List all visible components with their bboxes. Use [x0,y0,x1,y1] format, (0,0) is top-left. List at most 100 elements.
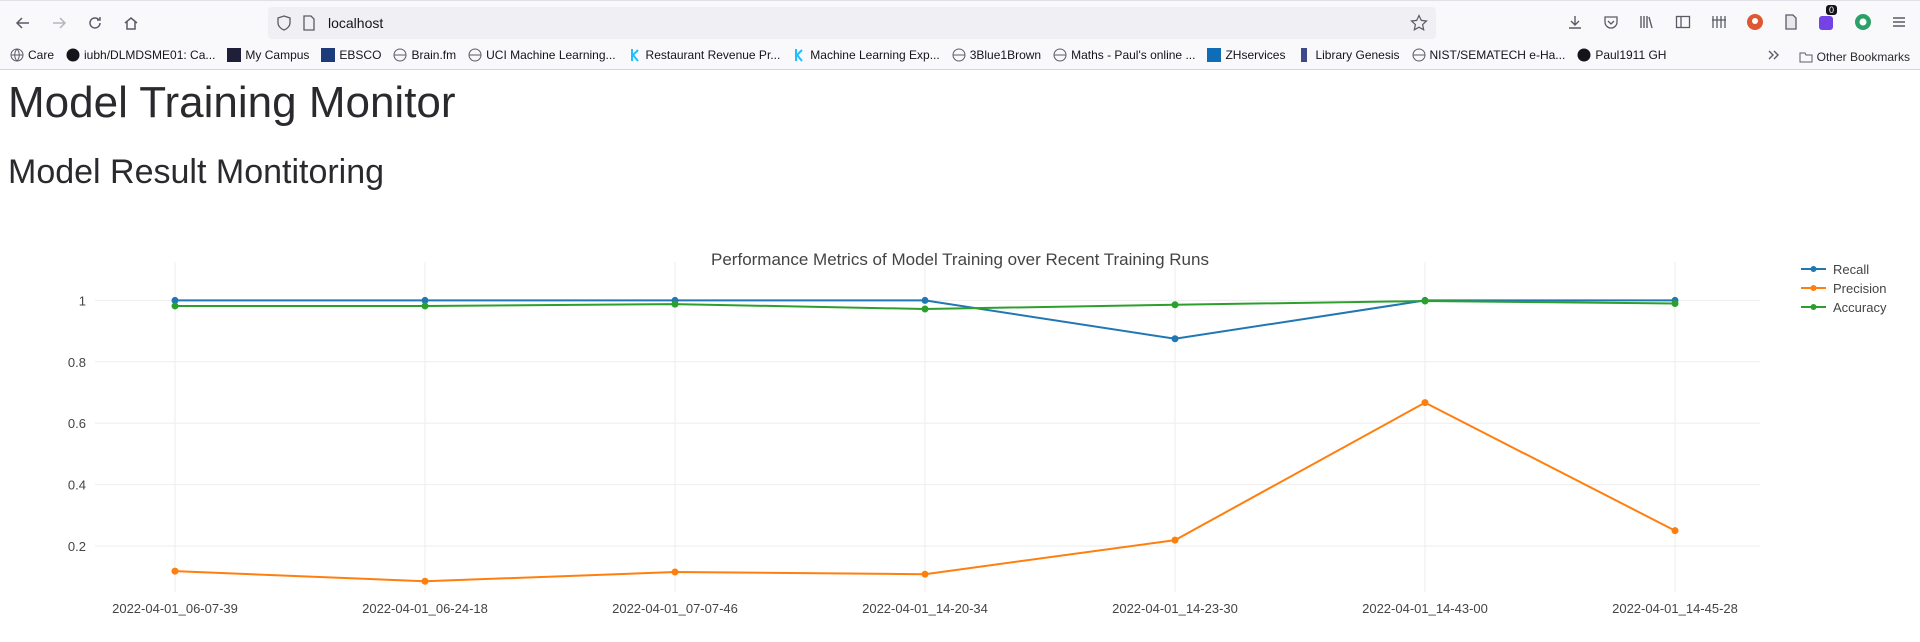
browser-toolbar: localhost 0 [0,0,1920,44]
chart-title: Performance Metrics of Model Training ov… [711,250,1209,269]
menu-icon[interactable] [1888,11,1910,33]
data-point-accuracy[interactable] [1671,299,1679,307]
bookmark-item[interactable]: EBSCO [321,48,381,62]
globe-icon [468,48,482,62]
library-icon[interactable] [1636,11,1658,33]
ebsco-icon [321,48,336,62]
sidebar-icon[interactable] [1672,11,1694,33]
x-tick-label: 2022-04-01_14-45-28 [1612,601,1738,616]
data-point-precision[interactable] [1421,399,1429,407]
libgen-icon [1297,48,1311,62]
data-point-recall[interactable] [171,296,179,304]
bookmark-item[interactable]: Maths - Paul's online ... [1053,48,1195,62]
duckduckgo-icon[interactable] [1744,11,1766,33]
github-icon [1577,48,1591,62]
chrome-sync-icon[interactable] [1852,11,1874,33]
y-tick-label: 0.2 [68,539,86,554]
x-tick-label: 2022-04-01_14-23-30 [1112,601,1238,616]
performance-chart: Performance Metrics of Model Training ov… [68,250,1887,616]
x-tick-label: 2022-04-01_06-07-39 [112,601,238,616]
bookmark-item[interactable]: NIST/SEMATECH e-Ha... [1412,48,1566,62]
github-icon [66,48,80,62]
data-point-precision[interactable] [171,567,179,575]
bookmark-label: Paul1911 GH [1595,48,1667,62]
shield-icon[interactable] [276,15,292,36]
bookmark-label: EBSCO [339,48,382,62]
bookmark-label: UCI Machine Learning... [486,48,616,62]
data-point-precision[interactable] [1671,527,1679,535]
more-bookmarks-icon[interactable] [1767,48,1781,65]
y-tick-label: 0.6 [68,416,86,431]
x-tick-label: 2022-04-01_14-43-00 [1362,601,1488,616]
download-icon[interactable] [1564,11,1586,33]
home-icon[interactable] [119,11,143,35]
bookmark-item[interactable]: Paul1911 GH [1577,48,1666,62]
x-tick-label: 2022-04-01_14-20-34 [862,601,988,616]
reload-icon[interactable] [83,11,107,35]
data-point-precision[interactable] [421,577,429,585]
data-point-precision[interactable] [1171,536,1179,544]
x-tick-label: 2022-04-01_07-07-46 [612,601,738,616]
bookmark-item[interactable]: My Campus [227,48,309,62]
data-point-recall[interactable] [421,296,429,304]
legend-label[interactable]: Accuracy [1833,300,1887,315]
data-point-accuracy[interactable] [421,302,429,310]
extension-grid-icon[interactable] [1708,11,1730,33]
bookmark-label: Machine Learning Exp... [810,48,940,62]
data-point-precision[interactable] [921,570,929,578]
bookmark-label: Restaurant Revenue Pr... [645,48,781,62]
star-icon[interactable] [1410,14,1428,37]
kaggle-icon [792,48,806,62]
y-tick-label: 1 [79,293,86,308]
data-point-accuracy[interactable] [921,305,929,313]
bookmark-item[interactable]: Library Genesis [1297,48,1400,62]
data-point-recall[interactable] [921,296,929,304]
url-bar[interactable]: localhost [268,7,1436,39]
bookmark-label: ZHservices [1225,48,1286,62]
badge-count: 0 [1826,5,1838,15]
bookmarks-bar: Care iubh/DLMDSME01: Ca... My Campus EBS… [0,44,1920,70]
x-tick-label: 2022-04-01_06-24-18 [362,601,488,616]
bookmark-item[interactable]: Machine Learning Exp... [792,48,940,62]
page-icon [302,15,316,36]
page-subtitle: Model Result Montitoring [8,153,385,191]
bookmark-label: Brain.fm [411,48,457,62]
legend-label[interactable]: Precision [1833,281,1886,296]
chart-container: Performance Metrics of Model Training ov… [0,232,1920,637]
data-point-precision[interactable] [671,568,679,576]
data-point-accuracy[interactable] [171,302,179,310]
data-point-accuracy[interactable] [1171,301,1179,309]
legend-marker [1810,304,1817,310]
bookmark-item[interactable]: ZHservices [1207,48,1285,62]
data-point-accuracy[interactable] [671,300,679,308]
pocket-icon[interactable] [1600,11,1622,33]
other-bookmarks[interactable]: Other Bookmarks [1799,50,1910,64]
legend-marker [1810,285,1817,291]
data-point-recall[interactable] [1171,335,1179,343]
extension-badge-icon[interactable]: 0 [1816,5,1838,33]
globe-icon [1053,48,1067,62]
zh-logo-icon [1207,48,1222,62]
other-bookmarks-label: Other Bookmarks [1816,49,1910,64]
globe-icon [1412,48,1426,62]
y-tick-label: 0.4 [68,478,86,493]
bookmark-item[interactable]: Restaurant Revenue Pr... [628,48,781,62]
forward-icon[interactable] [47,11,71,35]
bookmark-item[interactable]: iubh/DLMDSME01: Ca... [66,48,215,62]
bookmark-item[interactable]: 3Blue1Brown [952,48,1041,62]
globe-icon [952,48,966,62]
bookmark-label: 3Blue1Brown [969,48,1042,62]
folder-icon [1799,50,1813,64]
bookmark-item[interactable]: UCI Machine Learning... [468,48,616,62]
globe-icon [393,48,407,62]
bookmark-item[interactable]: Care [10,48,54,62]
data-point-accuracy[interactable] [1421,297,1429,305]
back-icon[interactable] [11,11,35,35]
kaggle-icon [628,48,642,62]
document-icon[interactable] [1780,11,1802,33]
legend-label[interactable]: Recall [1833,262,1869,277]
url-text[interactable]: localhost [328,15,384,31]
bookmark-label: NIST/SEMATECH e-Ha... [1429,48,1566,62]
bookmark-item[interactable]: Brain.fm [393,48,456,62]
bookmark-label: Care [28,48,55,62]
